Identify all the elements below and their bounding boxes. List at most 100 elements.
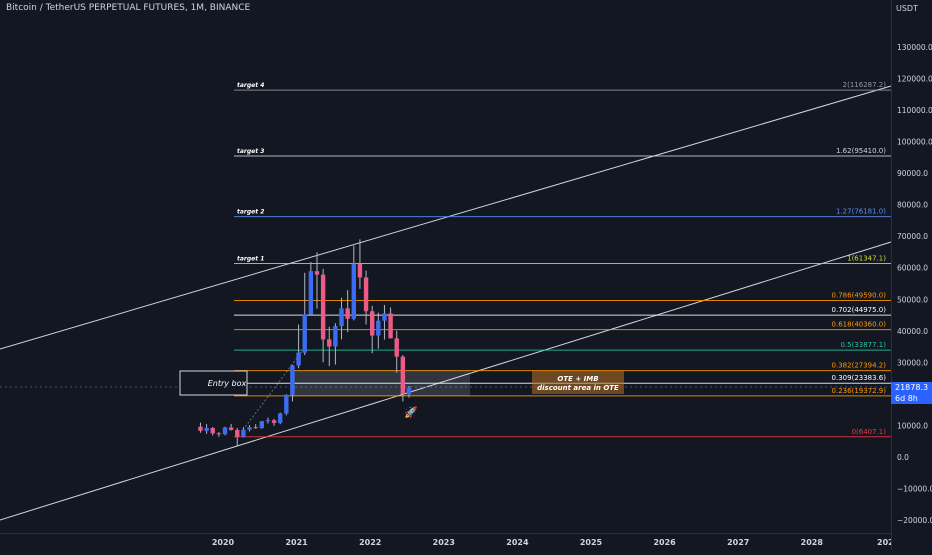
fib-label-7: 0.786(49590.0): [832, 292, 887, 300]
price-tick-6: 40000.0: [897, 327, 928, 336]
candle-body: [314, 271, 320, 275]
candle-2020-07: [259, 420, 264, 429]
ote-sublabel: discount area in OTE: [537, 384, 619, 392]
candle-body: [259, 421, 264, 429]
candle-body: [271, 420, 277, 423]
candle-body: [222, 427, 228, 435]
candle-2021-08: [339, 297, 344, 340]
candle-body: [204, 427, 209, 431]
price-tick-7: 50000.0: [897, 295, 928, 304]
fib-label-2: 0.309(23383.6): [832, 374, 887, 382]
candle-body: [333, 326, 338, 347]
candle-body: [339, 308, 344, 327]
price-tick-15: 130000.0: [897, 43, 932, 52]
candle-body: [351, 263, 356, 319]
candle-2019-11: [210, 427, 215, 436]
time-tick-6: 2026: [653, 538, 676, 547]
candle-2019-09: [198, 422, 203, 433]
time-tick-4: 2024: [506, 538, 529, 547]
candle-2020-10: [277, 412, 283, 425]
target-label-2: target 2: [237, 209, 264, 216]
candle-body: [376, 320, 381, 336]
target-label-4: target 4: [237, 82, 264, 89]
fib-label-3: 0.382(27394.2): [832, 362, 887, 370]
fib-label-6: 0.702(44975.0): [832, 306, 887, 314]
candle-body: [308, 271, 314, 315]
candle-2021-02: [302, 272, 307, 356]
target-label-1: target 1: [237, 255, 264, 262]
candle-2019-10: [204, 424, 209, 434]
chart-title: Bitcoin / TetherUS PERPETUAL FUTURES, 1M…: [6, 3, 251, 13]
candle-2021-11: [357, 239, 363, 289]
candle-2021-04: [314, 252, 320, 309]
price-axis[interactable]: −20000.0−10000.00.010000.020000.030000.0…: [891, 0, 932, 550]
time-axis[interactable]: 2020 2021 2022 2023 2024 2025 2026 2027 2028 202: [0, 533, 894, 551]
fib-label-11: 2(116287.2): [843, 81, 887, 89]
time-tick-5: 2025: [580, 538, 603, 547]
candle-body: [216, 433, 222, 435]
candle-2022-04: [388, 307, 393, 339]
candle-2020-01: [222, 426, 228, 436]
time-tick-3: 2023: [433, 538, 455, 547]
candle-body: [284, 394, 289, 414]
candle-2022-05: [394, 330, 399, 373]
candle-body: [302, 314, 307, 353]
candle-2019-12: [216, 432, 222, 437]
candle-2022-07: [406, 386, 412, 398]
time-tick-9: 202: [877, 538, 891, 547]
candle-body: [210, 427, 215, 434]
time-tick-7: 2027: [727, 538, 749, 547]
candle-2020-05: [247, 425, 252, 432]
candles: 🚀: [198, 239, 418, 446]
time-tick-2: 2022: [359, 538, 381, 547]
entry-box: [179, 370, 248, 396]
candle-body: [247, 427, 252, 430]
candle-body: [327, 339, 332, 347]
candle-2022-02: [376, 312, 381, 349]
candle-countdown: 6d 8h: [895, 394, 918, 403]
candle-2021-07: [333, 323, 338, 365]
candle-2020-04: [241, 427, 246, 438]
target-label-3: target 3: [237, 148, 264, 155]
fib-label-9: 1.27(76181.0): [836, 208, 886, 216]
price-channel: [0, 85, 892, 521]
candle-2020-11: [284, 394, 289, 416]
candle-body: [394, 338, 399, 357]
price-tick-0: −20000.0: [897, 516, 932, 525]
ote-discount-box: [532, 371, 624, 394]
candle-2020-08: [265, 417, 271, 424]
candle-2020-09: [271, 418, 277, 426]
candle-2020-02: [228, 423, 234, 431]
price-tick-2: 0.0: [897, 453, 909, 462]
candle-body: [290, 365, 295, 395]
price-tick-3: 10000.0: [897, 421, 928, 430]
price-tick-1: −10000.0: [897, 485, 932, 494]
candle-body: [198, 426, 203, 431]
candle-2020-12: [290, 364, 295, 402]
candle-body: [265, 420, 271, 422]
candle-2021-09: [345, 290, 350, 333]
entry-box-label: Entry box: [208, 379, 247, 388]
candle-body: [235, 430, 240, 437]
candle-2021-01: [296, 324, 301, 369]
candle-body: [228, 427, 234, 431]
price-tick-12: 100000.0: [897, 138, 932, 147]
candle-body: [369, 311, 375, 336]
price-tick-8: 60000.0: [897, 264, 928, 273]
candle-2022-06: [400, 355, 406, 402]
candle-body: [406, 387, 412, 395]
current-price: 21878.3: [895, 383, 929, 392]
ote-imb-zone: [290, 370, 470, 396]
candle-2021-05: [320, 268, 326, 363]
fib-label-4: 0.5(33877.1): [840, 341, 886, 349]
time-tick-8: 2028: [801, 538, 824, 547]
price-tick-14: 120000.0: [897, 74, 932, 83]
candle-body: [345, 308, 350, 319]
candle-2021-06: [327, 326, 332, 367]
candle-body: [296, 352, 301, 366]
current-price-tag: 21878.3 6d 8h: [891, 382, 932, 404]
time-tick-0: 2020: [212, 538, 235, 547]
price-tick-13: 110000.0: [897, 106, 932, 115]
